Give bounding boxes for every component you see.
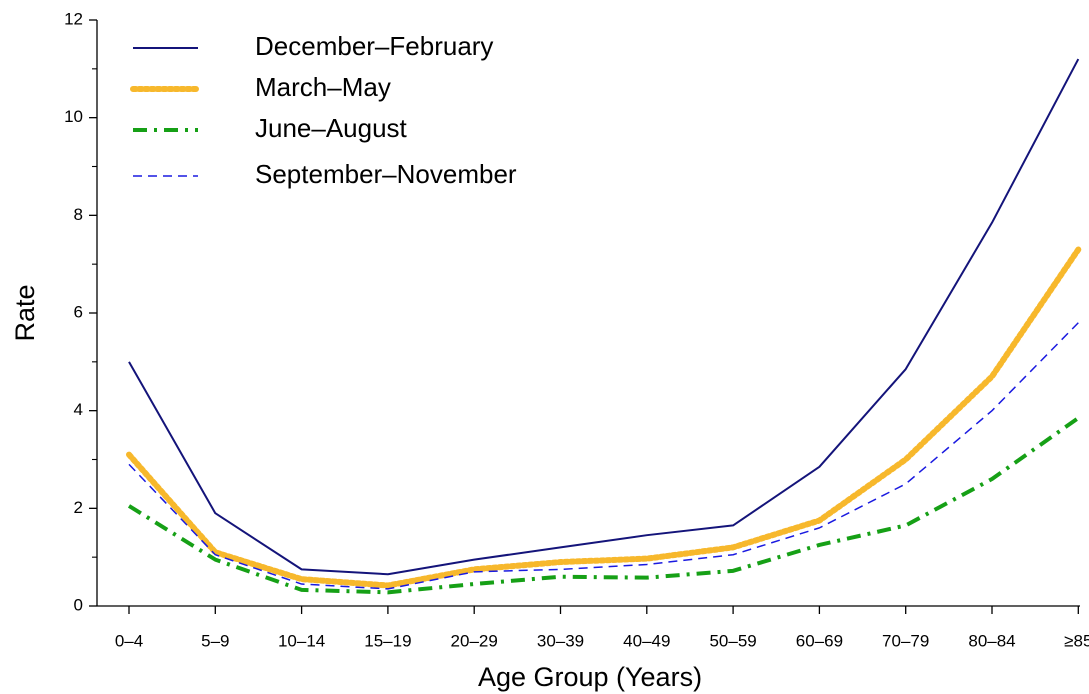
y-tick-label: 0 [74, 595, 83, 614]
x-tick-label: 40–49 [623, 631, 670, 650]
x-tick-label: 70–79 [882, 631, 929, 650]
legend-label: December–February [255, 31, 493, 61]
legend-label: June–August [255, 113, 408, 143]
y-tick-label: 10 [64, 107, 83, 126]
y-tick-label: 2 [74, 498, 83, 517]
y-tick-label: 8 [74, 205, 83, 224]
x-tick-label: 30–39 [537, 631, 584, 650]
x-tick-label: 15–19 [364, 631, 411, 650]
series-line [128, 58, 1080, 576]
x-tick-label: ≥85 [1064, 631, 1089, 650]
legend-label: March–May [255, 72, 391, 102]
legend-label: September–November [255, 159, 517, 189]
series-line [128, 322, 1079, 590]
y-tick-label: 4 [74, 400, 83, 419]
x-tick-label: 0–4 [115, 631, 143, 650]
x-tick-label: 20–29 [451, 631, 498, 650]
series-line [126, 246, 1082, 589]
x-tick-label: 10–14 [278, 631, 325, 650]
y-axis-title: Rate [10, 284, 40, 341]
y-tick-label: 12 [64, 9, 83, 28]
x-axis-title: Age Group (Years) [478, 662, 702, 692]
x-tick-label: 80–84 [968, 631, 1015, 650]
series-line [127, 416, 1080, 595]
x-tick-label: 60–69 [796, 631, 843, 650]
y-tick-label: 6 [74, 302, 83, 321]
x-tick-label: 5–9 [201, 631, 229, 650]
x-tick-label: 50–59 [709, 631, 756, 650]
